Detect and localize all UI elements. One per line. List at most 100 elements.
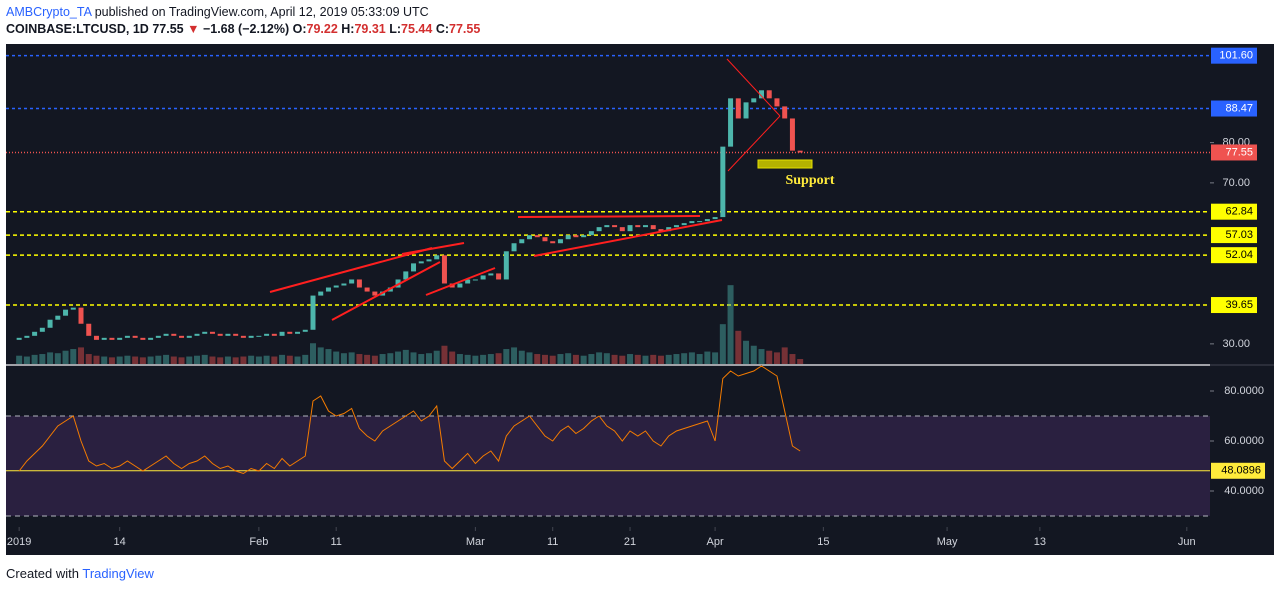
volume-bar: [456, 354, 463, 364]
y-tick-label: 70.00: [1222, 177, 1250, 189]
candle: [743, 102, 749, 119]
candle: [209, 331, 215, 334]
volume-bar: [124, 355, 131, 364]
candle: [480, 275, 486, 280]
volume-bar: [433, 350, 440, 364]
candle: [720, 146, 726, 218]
candle: [47, 319, 53, 328]
arrow: ▼: [187, 22, 200, 36]
volume-bar: [132, 356, 139, 364]
price-pane: [6, 44, 1210, 364]
volume-bar: [371, 355, 378, 364]
candle: [496, 273, 502, 280]
volume-bar: [580, 355, 587, 364]
volume-bar: [232, 357, 239, 364]
candle: [434, 255, 440, 260]
candle: [426, 259, 432, 262]
volume-bar: [642, 355, 649, 364]
candle: [179, 335, 185, 338]
candle: [63, 309, 69, 316]
trendline: [726, 58, 781, 117]
candle: [766, 90, 772, 99]
volume-bar: [719, 324, 726, 364]
header-line-2: COINBASE:LTCUSD, 1D 77.55 ▼ −1.68 (−2.12…: [6, 22, 480, 36]
candle: [488, 273, 494, 276]
price-label-box: [1211, 144, 1257, 161]
candle: [596, 227, 602, 232]
volume-bar: [155, 355, 162, 364]
rsi-band: [6, 416, 1210, 516]
x-tick-label: Apr: [707, 536, 724, 548]
candle: [457, 283, 463, 288]
candle: [364, 287, 370, 292]
volume-bar: [93, 355, 100, 364]
volume-bar: [325, 349, 332, 364]
volume-bar: [31, 354, 38, 364]
candle: [163, 333, 169, 336]
volume-bar: [526, 352, 533, 364]
candle: [774, 98, 780, 107]
candle: [697, 221, 703, 223]
volume-bar: [588, 354, 595, 364]
volume-bar: [395, 351, 402, 364]
volume-bar: [766, 350, 773, 364]
candle: [758, 90, 764, 99]
volume-bar: [402, 349, 409, 364]
volume-bar: [480, 354, 487, 364]
candle: [643, 225, 649, 228]
candle: [101, 337, 107, 340]
volume-bar: [248, 355, 255, 364]
volume-bar: [596, 352, 603, 364]
volume-bar: [224, 356, 231, 364]
candle: [171, 333, 177, 336]
volume-bar: [78, 347, 85, 364]
candle: [233, 333, 239, 336]
rsi-tick-label: 40.0000: [1224, 485, 1264, 497]
volume-bar: [727, 285, 734, 364]
price-label-box: [1211, 227, 1257, 244]
candle: [132, 335, 138, 338]
volume-bar: [650, 354, 657, 364]
c: 77.55: [449, 22, 481, 36]
symbol: COINBASE:LTCUSD, 1D: [6, 22, 149, 36]
volume-bar: [286, 355, 293, 364]
volume-bar: [565, 353, 572, 364]
h-key: H:: [341, 22, 355, 36]
candle: [341, 283, 347, 286]
trendline: [517, 215, 701, 218]
candle: [109, 337, 115, 340]
volume-bar: [108, 357, 115, 364]
candle: [70, 307, 76, 310]
volume-bar: [619, 355, 626, 364]
volume-bar: [572, 354, 579, 364]
header-line-1: AMBCrypto_TA published on TradingView.co…: [6, 5, 429, 19]
rsi-tick-label: 80.0000: [1224, 385, 1264, 397]
volume-bar: [348, 352, 355, 364]
brand[interactable]: TradingView: [82, 566, 154, 581]
volume-bar: [688, 352, 695, 364]
candle: [789, 118, 795, 151]
price-label-box: [1211, 203, 1257, 220]
volume-bar: [302, 354, 309, 364]
x-tick-label: 14: [114, 536, 126, 548]
price-label: 39.65: [1225, 299, 1253, 311]
volume-bar: [364, 354, 371, 364]
trendline: [727, 115, 781, 172]
rsi-tick-label: 60.0000: [1224, 435, 1264, 447]
candle: [240, 335, 246, 338]
volume-bar: [750, 345, 757, 364]
candle: [140, 337, 146, 340]
candle: [279, 331, 285, 336]
l: 75.44: [401, 22, 433, 36]
volume-bar: [611, 354, 618, 364]
candle: [511, 243, 517, 252]
candle: [124, 335, 130, 338]
volume-bar: [340, 353, 347, 364]
price-label: 88.47: [1225, 102, 1253, 114]
volume-bar: [186, 356, 193, 364]
volume-bar: [16, 355, 23, 364]
candle: [612, 225, 618, 228]
volume-bar: [62, 350, 69, 364]
volume-bar: [743, 340, 750, 364]
author[interactable]: AMBCrypto_TA: [6, 5, 92, 19]
